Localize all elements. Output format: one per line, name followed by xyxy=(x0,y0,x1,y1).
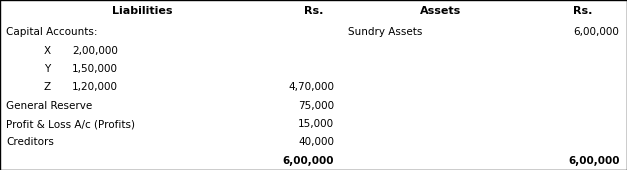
Bar xyxy=(0,96,285,115)
Bar xyxy=(285,60,342,78)
Bar xyxy=(342,152,539,170)
Text: 1,50,000: 1,50,000 xyxy=(72,64,118,74)
Bar xyxy=(0,23,285,41)
Text: General Reserve: General Reserve xyxy=(6,101,93,111)
Bar xyxy=(539,115,627,133)
Bar xyxy=(285,23,342,41)
Text: 4,70,000: 4,70,000 xyxy=(288,82,334,92)
Bar xyxy=(285,78,342,96)
Text: 6,00,000: 6,00,000 xyxy=(568,156,619,166)
Bar xyxy=(285,115,342,133)
Bar xyxy=(0,133,285,152)
Bar xyxy=(342,133,539,152)
Bar xyxy=(0,0,285,23)
Bar xyxy=(342,96,539,115)
Text: Capital Accounts:: Capital Accounts: xyxy=(6,27,98,37)
Bar xyxy=(539,133,627,152)
Text: Liabilities: Liabilities xyxy=(112,6,173,16)
Bar xyxy=(285,133,342,152)
Text: 40,000: 40,000 xyxy=(298,137,334,147)
Bar xyxy=(342,0,539,23)
Text: 15,000: 15,000 xyxy=(298,119,334,129)
Bar xyxy=(539,23,627,96)
Bar xyxy=(342,23,539,96)
Text: Z: Z xyxy=(44,82,51,92)
Text: Assets: Assets xyxy=(420,6,461,16)
Text: 6,00,000: 6,00,000 xyxy=(283,156,334,166)
Bar xyxy=(285,41,342,60)
Bar xyxy=(285,152,342,170)
Text: 75,000: 75,000 xyxy=(298,101,334,111)
Text: 2,00,000: 2,00,000 xyxy=(72,46,118,56)
Bar xyxy=(0,41,285,60)
Bar xyxy=(285,96,342,115)
Bar xyxy=(0,60,285,78)
Bar xyxy=(0,152,285,170)
Bar xyxy=(539,152,627,170)
Bar xyxy=(0,78,285,96)
Text: Creditors: Creditors xyxy=(6,137,54,147)
Bar xyxy=(342,115,539,133)
Text: Sundry Assets: Sundry Assets xyxy=(348,27,423,37)
Text: Rs.: Rs. xyxy=(304,6,323,16)
Text: 6,00,000: 6,00,000 xyxy=(574,27,619,37)
Bar xyxy=(539,96,627,115)
Text: Rs.: Rs. xyxy=(574,6,593,16)
Bar xyxy=(285,0,342,23)
Bar xyxy=(0,115,285,133)
Bar xyxy=(539,0,627,23)
Text: Y: Y xyxy=(44,64,50,74)
Text: Profit & Loss A/c (Profits): Profit & Loss A/c (Profits) xyxy=(6,119,135,129)
Text: 1,20,000: 1,20,000 xyxy=(72,82,118,92)
Text: X: X xyxy=(44,46,51,56)
